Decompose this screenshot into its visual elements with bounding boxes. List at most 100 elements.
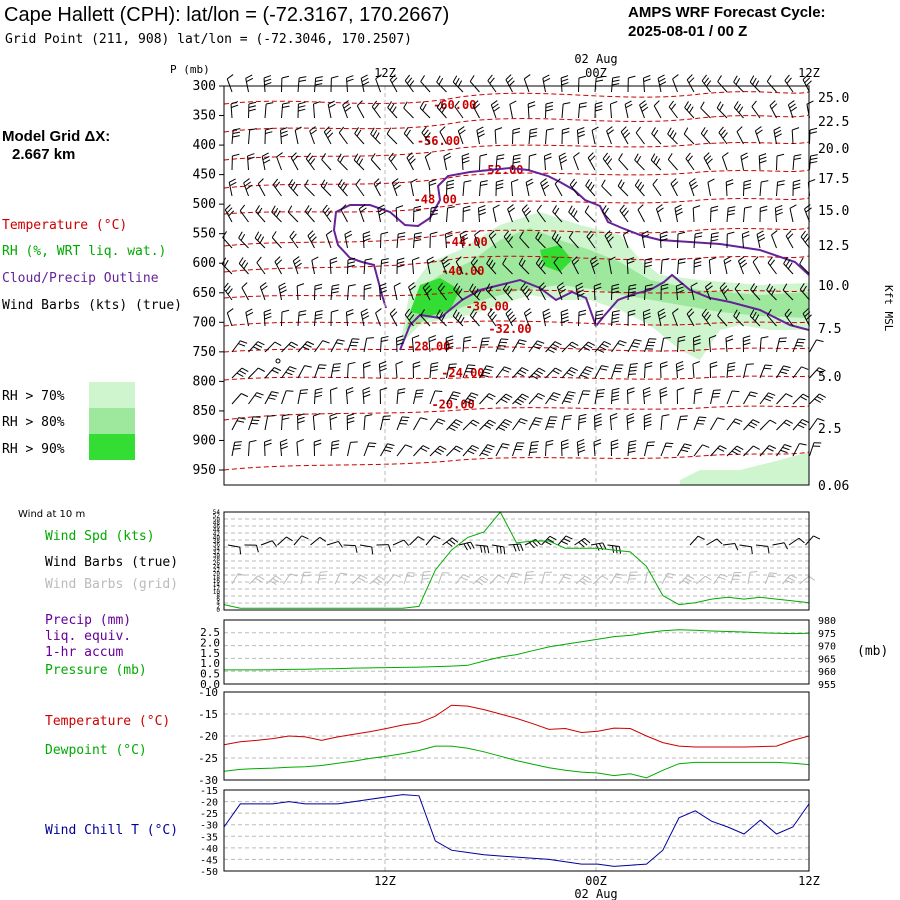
windchill-tick: -45 xyxy=(200,855,218,866)
pressure-unit: (mb) xyxy=(857,644,889,659)
wind-tick: 36 xyxy=(213,542,221,549)
height-tick: 22.5 xyxy=(818,115,849,130)
windchill-line xyxy=(223,794,810,867)
rh-fill-layer xyxy=(400,212,809,485)
wind10m-label: Wind at 10 m xyxy=(18,509,86,520)
pressure-axis-label: P (mb) xyxy=(170,63,210,76)
legend-rh: RH (%, WRT liq. wat.) xyxy=(2,244,167,259)
wind-tick: 32 xyxy=(213,549,221,556)
top-time-00z: 00Z xyxy=(585,66,607,80)
precip-tick: 0.0 xyxy=(200,678,220,691)
temperature-contour-label: -24.00 xyxy=(441,366,484,380)
windchill-ticks: -50-45-40-35-30-25-20-15 xyxy=(200,786,218,878)
pressure-tick: 970 xyxy=(818,642,836,653)
wind-tick: 6 xyxy=(216,596,220,603)
wind-tick: 46 xyxy=(213,524,221,531)
pressure-tick: 800 xyxy=(193,374,216,389)
height-tick: 12.5 xyxy=(818,239,849,254)
height-tick: 7.5 xyxy=(818,322,841,337)
temperature-label: Temperature (°C) xyxy=(45,714,171,729)
forecast-cycle-label: AMPS WRF Forecast Cycle: xyxy=(628,4,826,21)
temperature-contour-label: -28.00 xyxy=(407,340,450,354)
temperature-contour-label: -40.00 xyxy=(441,264,484,278)
wind-tick: 18 xyxy=(213,574,221,581)
forecast-cycle-value: 2025-08-01 / 00 Z xyxy=(628,23,748,40)
wind-tick: 38 xyxy=(213,538,221,545)
pressure-tick: 400 xyxy=(193,138,216,153)
wind-tick: 52 xyxy=(213,513,221,520)
temperature-tick: -10 xyxy=(198,686,218,699)
wind-tick: 22 xyxy=(213,567,221,574)
windchill-tick: -25 xyxy=(200,809,218,820)
windchill-tick: -20 xyxy=(200,798,218,809)
height-tick: 5.0 xyxy=(818,370,841,385)
legend-rh90: RH > 90% xyxy=(2,442,65,457)
temperature-panel: -30 -25 -20 -15 -10 xyxy=(198,686,810,787)
wind-tick: 50 xyxy=(213,516,221,523)
wind-barbs xyxy=(221,74,826,457)
legend-rh70: RH > 70% xyxy=(2,389,65,404)
wind-tick: 24 xyxy=(213,563,221,570)
height-tick: 10.0 xyxy=(818,279,849,294)
pressure-tick: 300 xyxy=(193,79,216,94)
chart-title: Cape Hallett (CPH): lat/lon = (-72.3167,… xyxy=(4,4,450,26)
temperature-contour-label: -56.00 xyxy=(417,134,460,148)
wind-tick: 4 xyxy=(216,600,220,607)
bottom-date-label: 02 Aug xyxy=(574,887,617,900)
windchill-tick: -30 xyxy=(200,821,218,832)
temperature-contour-label: -44.00 xyxy=(444,235,487,249)
precip-liq-label: liq. equiv. xyxy=(45,629,132,644)
wind-tick: 12 xyxy=(213,585,221,592)
height-tick: 0.06 xyxy=(818,479,849,494)
rh90-swatch xyxy=(89,434,135,460)
pressure-tick: 700 xyxy=(193,315,216,330)
temperature-tick: -20 xyxy=(198,730,218,743)
wind-tick: 16 xyxy=(213,578,221,585)
pressure-tick: 950 xyxy=(193,463,216,478)
pressure-tick: 960 xyxy=(818,667,836,678)
kft-msl-label: Kft MSL xyxy=(882,285,895,332)
rh-swatches xyxy=(89,382,135,460)
pressure-tick: 850 xyxy=(193,404,216,419)
pressure-label: Pressure (mb) xyxy=(45,663,147,678)
windchill-panel: -50-45-40-35-30-25-20-15 12Z 00Z 12Z 02 … xyxy=(200,786,820,900)
windchill-tick: -40 xyxy=(200,844,218,855)
bottom-time-12z-b: 12Z xyxy=(798,874,820,888)
temperature-contour-label: -32.00 xyxy=(488,322,531,336)
precip-tick: 0.5 xyxy=(200,668,220,681)
height-tick: 25.0 xyxy=(818,91,849,106)
temperature-ticks: -30 -25 -20 -15 -10 xyxy=(198,686,218,787)
temperature-contour-label: -60.00 xyxy=(433,98,476,112)
wind-tick: 34 xyxy=(213,545,221,552)
top-date-label: 02 Aug xyxy=(574,52,617,66)
windchill-tick: -35 xyxy=(200,832,218,843)
dewpoint-line xyxy=(223,745,810,779)
precip-tick: 2.5 xyxy=(200,626,220,639)
windchill-tick: -50 xyxy=(200,867,218,878)
wind-tick: 54 xyxy=(213,509,221,516)
pressure-tick: 965 xyxy=(818,654,836,665)
wind-tick: 10 xyxy=(213,589,221,596)
pressure-tick: 900 xyxy=(193,433,216,448)
wind-tick: 14 xyxy=(213,582,221,589)
height-tick: 2.5 xyxy=(818,422,841,437)
model-grid-label: Model Grid ΔX: xyxy=(2,128,111,145)
wind-speed-ticks: 0246810121416182022242628303234363840424… xyxy=(213,509,221,614)
wind-tick: 42 xyxy=(213,531,221,538)
pressure-line xyxy=(224,629,810,671)
wind-tick: 48 xyxy=(213,520,221,527)
cross-section-panel: -60.00-56.00-52.00-48.00-44.00-40.00-36.… xyxy=(170,52,895,494)
pressure-tick: 350 xyxy=(193,109,216,124)
wind-tick: 20 xyxy=(213,571,221,578)
wind-tick: 28 xyxy=(213,556,221,563)
wind-tick: 40 xyxy=(213,534,221,541)
wind-panel: 0246810121416182022242628303234363840424… xyxy=(213,509,821,614)
height-tick: 17.5 xyxy=(818,172,849,187)
pressure-tick: 980 xyxy=(818,616,836,627)
top-time-12z-a: 12Z xyxy=(374,66,396,80)
temperature-contour-label: -36.00 xyxy=(466,299,509,313)
grid-point-label: Grid Point (211, 908) lat/lon = (-72.304… xyxy=(5,32,412,47)
precip-tick: 2.0 xyxy=(200,636,220,649)
